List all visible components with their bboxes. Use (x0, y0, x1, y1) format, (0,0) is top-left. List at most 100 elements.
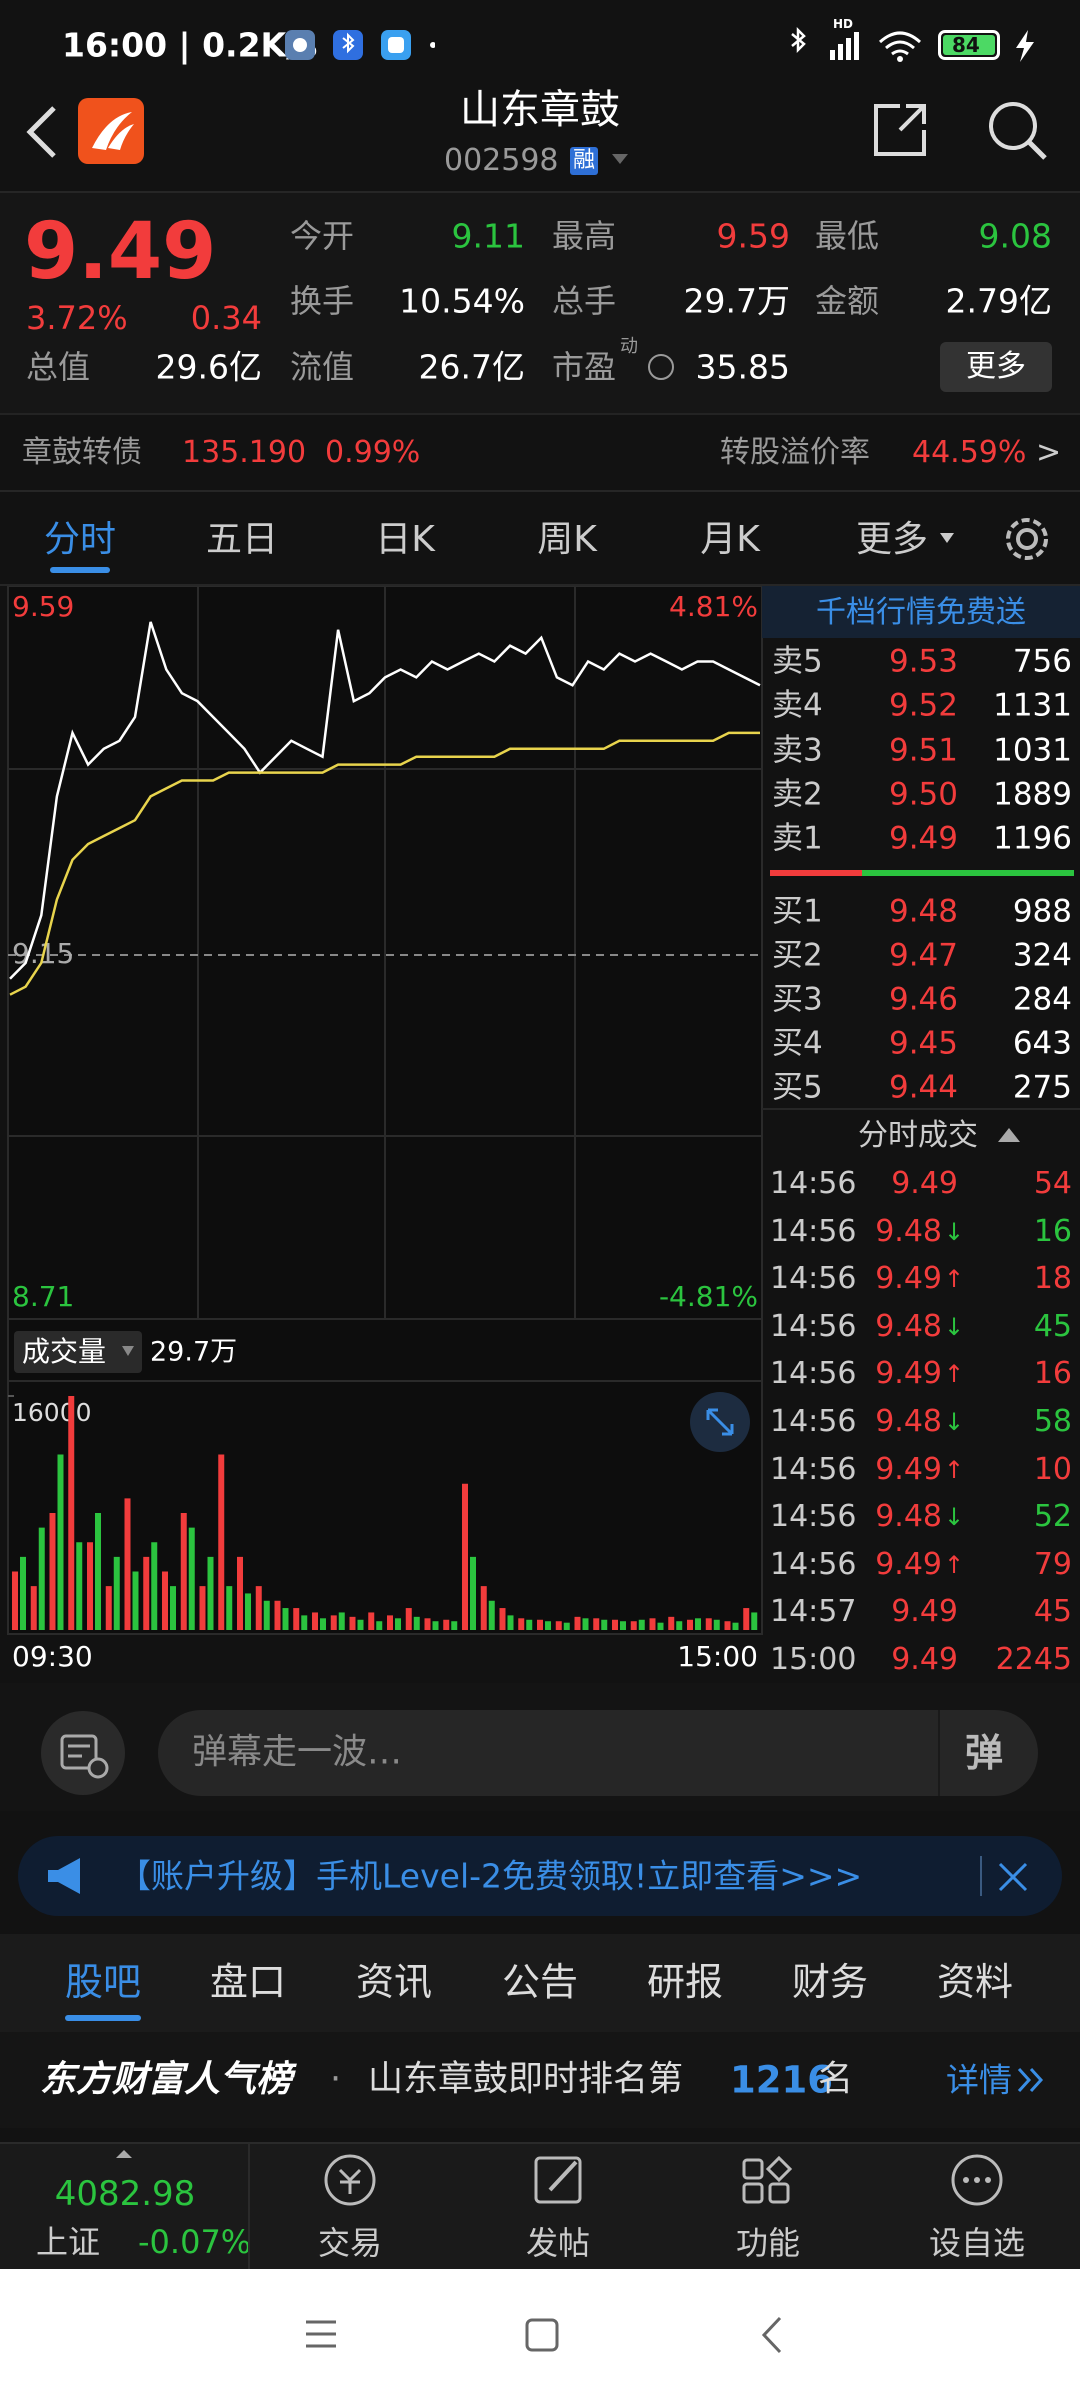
banner-close[interactable] (996, 1860, 1030, 1894)
chart-tab[interactable]: 日K (375, 519, 435, 560)
trade-price: 9.49 (891, 1594, 958, 1630)
chart-tab[interactable]: 更多 (855, 519, 929, 560)
volume-bar (649, 1618, 656, 1630)
volume-bar (95, 1513, 101, 1630)
network-type: HD (833, 17, 854, 31)
book-price: 9.45 (888, 1025, 958, 1062)
comment-icon[interactable] (40, 1710, 126, 1796)
status-time: 16:00 | 0.2K/s (62, 25, 318, 65)
trade-direction: ↓ (944, 1408, 965, 1436)
nav-item[interactable]: 设自选 (928, 2224, 1026, 2262)
share-button[interactable] (870, 100, 930, 160)
banner[interactable] (18, 1836, 1062, 1916)
back-button[interactable] (22, 104, 62, 160)
volume-bar (443, 1619, 450, 1630)
chart-tab[interactable]: 月K (700, 519, 760, 560)
trade-time: 14:56 (770, 1166, 857, 1201)
pct-label: 4.81% (669, 590, 758, 623)
section-tab[interactable]: 研报 (646, 1960, 724, 2004)
field-label-sup: 动 (620, 336, 638, 357)
nav-item[interactable]: 功能 (735, 2224, 801, 2262)
section-tab[interactable]: 财务 (791, 1960, 869, 2004)
section-tab[interactable]: 资讯 (355, 1960, 433, 2004)
field-label: 今开 (290, 217, 355, 255)
nav-item[interactable]: 发帖 (525, 2224, 591, 2262)
quote-panel (0, 193, 1080, 413)
trade-volume: 79 (1033, 1546, 1072, 1582)
intraday-chart: 9.599.158.714.81%-4.81%成交量 29.7万1600009:3… (7, 586, 763, 1673)
promo-text[interactable]: 千档行情免费送 (816, 595, 1026, 630)
tab-underline (65, 2015, 141, 2021)
section-tab[interactable]: 股吧 (64, 1960, 142, 2004)
y-tick-label: 9.59 (12, 590, 74, 623)
detail-arrow[interactable] (1016, 2066, 1046, 2094)
volume-bar (705, 1618, 712, 1630)
trade-time: 14:56 (770, 1404, 857, 1439)
comment-placeholder: 弹幕走一波… (192, 1732, 403, 1773)
volume-bar (218, 1454, 225, 1630)
volume-bar (68, 1396, 75, 1630)
status-icons (285, 30, 435, 60)
margin-badge: 融 (570, 147, 599, 175)
x-time-label: 09:30 (12, 1640, 93, 1673)
book-price: 9.50 (888, 776, 958, 813)
bond-arrow[interactable]: > (1036, 435, 1062, 470)
badge-dropdown[interactable] (610, 152, 630, 166)
chart-tab[interactable]: 分时 (43, 519, 117, 560)
volume-bar (612, 1619, 618, 1630)
volume-bar (207, 1556, 214, 1630)
ranking-unit: 名 (818, 2059, 854, 2100)
chart-tab[interactable]: 周K (537, 519, 597, 560)
section-tab[interactable]: 公告 (501, 1960, 579, 2004)
volume-bar (687, 1619, 693, 1630)
volume-bar (601, 1619, 608, 1630)
divider (762, 1108, 1080, 1110)
field-value: 10.54% (399, 281, 525, 321)
status-right-icons (791, 26, 922, 62)
system-nav-icons[interactable] (0, 2300, 1080, 2370)
chart-tab[interactable]: 五日 (205, 519, 279, 560)
volume-bar (405, 1608, 412, 1630)
trade-volume: 54 (1033, 1166, 1072, 1201)
index-value[interactable]: 4082.98 (54, 2174, 196, 2214)
trade-volume: 16 (1033, 1356, 1072, 1392)
volume-bar (526, 1619, 533, 1630)
field-value: 2.79亿 (945, 281, 1052, 321)
settings-button[interactable] (1000, 512, 1054, 566)
volume-bar (30, 1586, 37, 1630)
nav-item[interactable]: 交易 (317, 2224, 383, 2262)
trade-time: 14:56 (770, 1213, 857, 1249)
trades-title[interactable]: 分时成交 (858, 1118, 978, 1153)
volume-bar (713, 1619, 720, 1630)
banner-text[interactable]: 【账户升级】手机Level-2免费领取!立即查看>>> (118, 1856, 863, 1896)
volume-bar (451, 1621, 458, 1630)
trade-direction: ↑ (944, 1265, 965, 1294)
section-tab[interactable]: 资料 (936, 1960, 1014, 2004)
trades-toggle[interactable] (996, 1126, 1022, 1144)
divider (0, 490, 1080, 492)
volume-bar (582, 1618, 589, 1630)
volume-bar (162, 1571, 168, 1630)
volume-bar (180, 1513, 187, 1630)
volume-bar (488, 1600, 495, 1630)
ranking-brand: 东方财富人气榜 (40, 2059, 293, 2100)
more-button[interactable]: 更多 (940, 342, 1052, 392)
ranking-dot: · (330, 2059, 342, 2100)
volume-bar (282, 1608, 289, 1630)
book-label: 买1 (772, 893, 823, 930)
ranking-detail[interactable]: 详情 (946, 2060, 1012, 2100)
search-button[interactable] (985, 98, 1049, 162)
index-name[interactable]: 上证 (36, 2223, 101, 2261)
comment-input[interactable] (158, 1710, 1038, 1796)
trade-price: 9.49 (875, 1261, 942, 1297)
volume-bar (20, 1556, 26, 1630)
book-price: 9.53 (888, 643, 958, 680)
trade-volume: 52 (1033, 1499, 1072, 1535)
danmaku-toggle[interactable]: 弹 (965, 1731, 1004, 1775)
volume-bar (480, 1586, 487, 1630)
section-tab[interactable]: 盘口 (209, 1960, 287, 2004)
promo-bg (762, 586, 1080, 638)
field-label: 换手 (290, 282, 355, 320)
volume-bar (320, 1618, 326, 1630)
index-change[interactable]: -0.07% (138, 2223, 252, 2261)
